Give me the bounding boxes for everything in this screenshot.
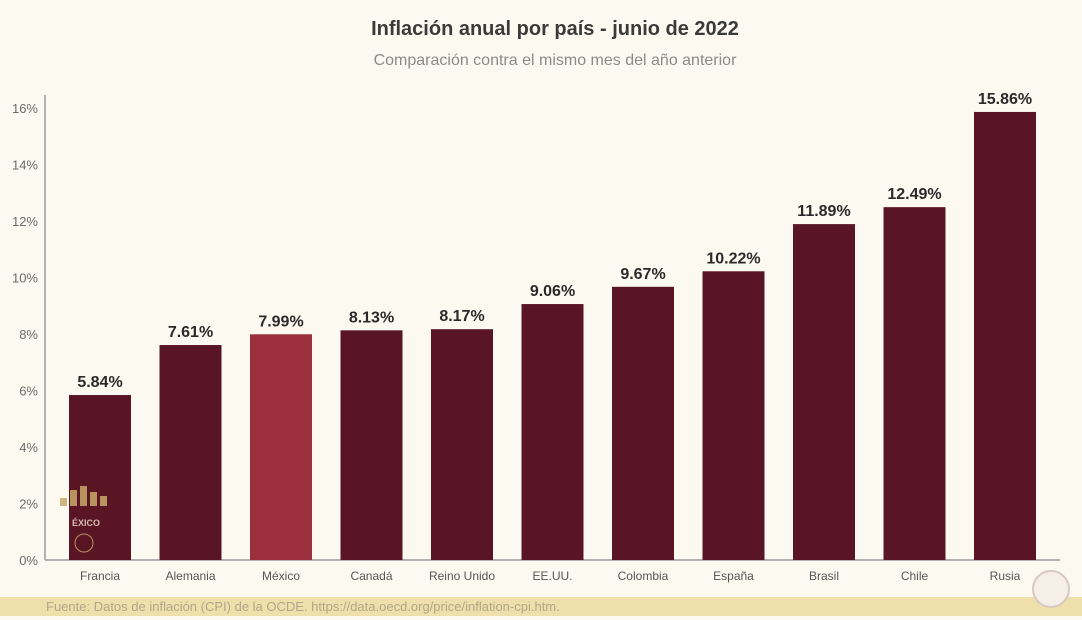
data-label: 9.67% [620,266,665,283]
data-label: 12.49% [887,186,941,203]
x-tick-label: Colombia [618,569,669,583]
data-label: 8.17% [439,308,484,325]
x-tick-label: México [262,569,300,583]
x-tick-label: Canadá [350,569,392,583]
bar-alemania [159,345,222,560]
gobierno-logo-watermark: ÉXICO [60,486,107,553]
bar-chile [883,207,946,560]
svg-text:ÉXICO: ÉXICO [72,518,100,528]
chart-title: Inflación anual por país - junio de 2022 [371,18,739,40]
data-label: 8.13% [349,309,394,326]
y-tick-label: 4% [19,440,38,455]
y-tick-label: 16% [12,101,38,116]
bar-ee-uu- [521,304,584,560]
y-tick-label: 14% [12,158,38,173]
government-logo [1032,570,1070,608]
y-tick-label: 10% [12,271,38,286]
source-text: Fuente: Datos de inflación (CPI) de la O… [46,599,560,614]
x-tick-label: Chile [901,569,929,583]
x-tick-label: Brasil [809,569,839,583]
y-tick-label: 0% [19,553,38,568]
x-tick-label: España [713,569,754,583]
y-tick-label: 6% [19,384,38,399]
y-tick-label: 12% [12,214,38,229]
x-tick-label: EE.UU. [532,569,572,583]
data-label: 7.61% [168,324,213,341]
x-tick-label: Rusia [990,569,1021,583]
bar-francia [69,395,131,560]
x-tick-label: Alemania [165,569,215,583]
bar-rusia [974,111,1036,560]
bar-reino-unido [431,329,493,560]
source-footer: Fuente: Datos de inflación (CPI) de la O… [0,597,1082,616]
bar-canad- [340,330,403,560]
data-label: 7.99% [258,313,303,330]
data-label: 9.06% [530,283,575,300]
x-tick-label: Reino Unido [429,569,495,583]
y-tick-label: 2% [19,497,38,512]
data-label: 11.89% [797,203,850,220]
bar-espa-a [702,271,765,560]
data-label: 15.86% [978,91,1032,108]
data-label: 10.22% [706,250,760,267]
chart-subtitle: Comparación contra el mismo mes del año … [373,52,737,69]
x-tick-label: Francia [80,569,120,583]
bar-brasil [793,224,855,561]
bar-colombia [612,286,674,560]
bar-m-xico [250,334,312,560]
y-tick-label: 8% [19,327,38,342]
data-label: 5.84% [77,374,122,391]
